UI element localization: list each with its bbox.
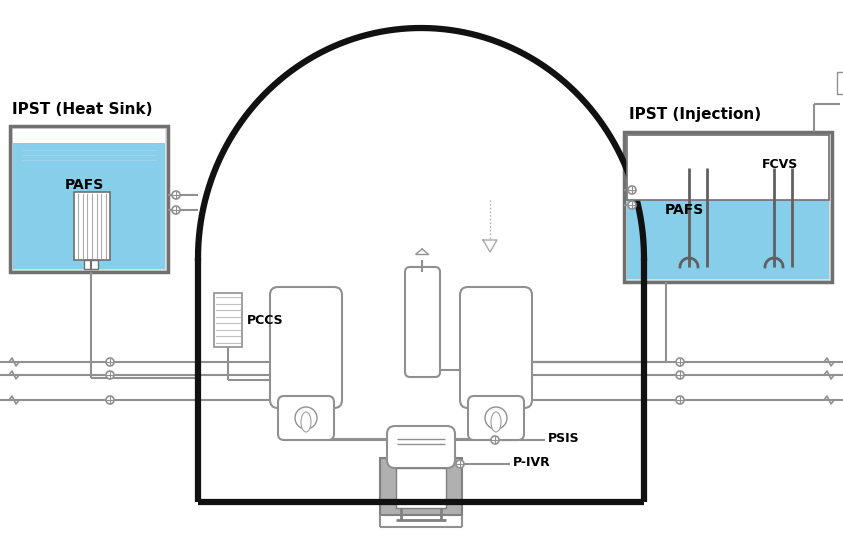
- Text: P-IVR: P-IVR: [513, 457, 550, 470]
- Circle shape: [456, 460, 464, 468]
- Circle shape: [676, 396, 684, 404]
- Circle shape: [628, 201, 636, 209]
- Bar: [74, 192, 110, 260]
- Circle shape: [106, 396, 114, 404]
- FancyBboxPatch shape: [270, 287, 342, 408]
- Bar: [10, 126, 168, 272]
- FancyBboxPatch shape: [278, 396, 334, 440]
- Bar: [396, 468, 446, 508]
- Ellipse shape: [491, 412, 501, 432]
- Circle shape: [628, 186, 636, 194]
- Ellipse shape: [485, 407, 507, 429]
- Circle shape: [491, 436, 499, 444]
- FancyBboxPatch shape: [460, 287, 532, 408]
- Text: PSIS: PSIS: [548, 433, 580, 445]
- Bar: [13, 143, 165, 269]
- Bar: [837, 72, 843, 94]
- Text: IPST (Heat Sink): IPST (Heat Sink): [12, 103, 153, 117]
- Circle shape: [676, 358, 684, 366]
- Circle shape: [676, 371, 684, 379]
- Bar: [627, 135, 829, 200]
- Polygon shape: [483, 240, 497, 252]
- Circle shape: [172, 191, 180, 199]
- Bar: [624, 132, 832, 282]
- Text: PCCS: PCCS: [247, 314, 283, 327]
- Text: PAFS: PAFS: [64, 178, 104, 192]
- Bar: [13, 129, 165, 146]
- Bar: [627, 155, 829, 279]
- Bar: [214, 293, 242, 347]
- Text: FCVS: FCVS: [762, 159, 798, 172]
- Circle shape: [106, 371, 114, 379]
- Text: IPST (Injection): IPST (Injection): [629, 107, 761, 122]
- Bar: [380, 458, 462, 515]
- FancyBboxPatch shape: [387, 426, 455, 468]
- Text: PAFS: PAFS: [664, 203, 704, 217]
- FancyBboxPatch shape: [468, 396, 524, 440]
- FancyBboxPatch shape: [405, 267, 440, 377]
- Ellipse shape: [295, 407, 317, 429]
- Circle shape: [106, 358, 114, 366]
- Ellipse shape: [301, 412, 311, 432]
- Bar: [627, 135, 829, 158]
- Bar: [84, 260, 98, 269]
- Circle shape: [172, 206, 180, 214]
